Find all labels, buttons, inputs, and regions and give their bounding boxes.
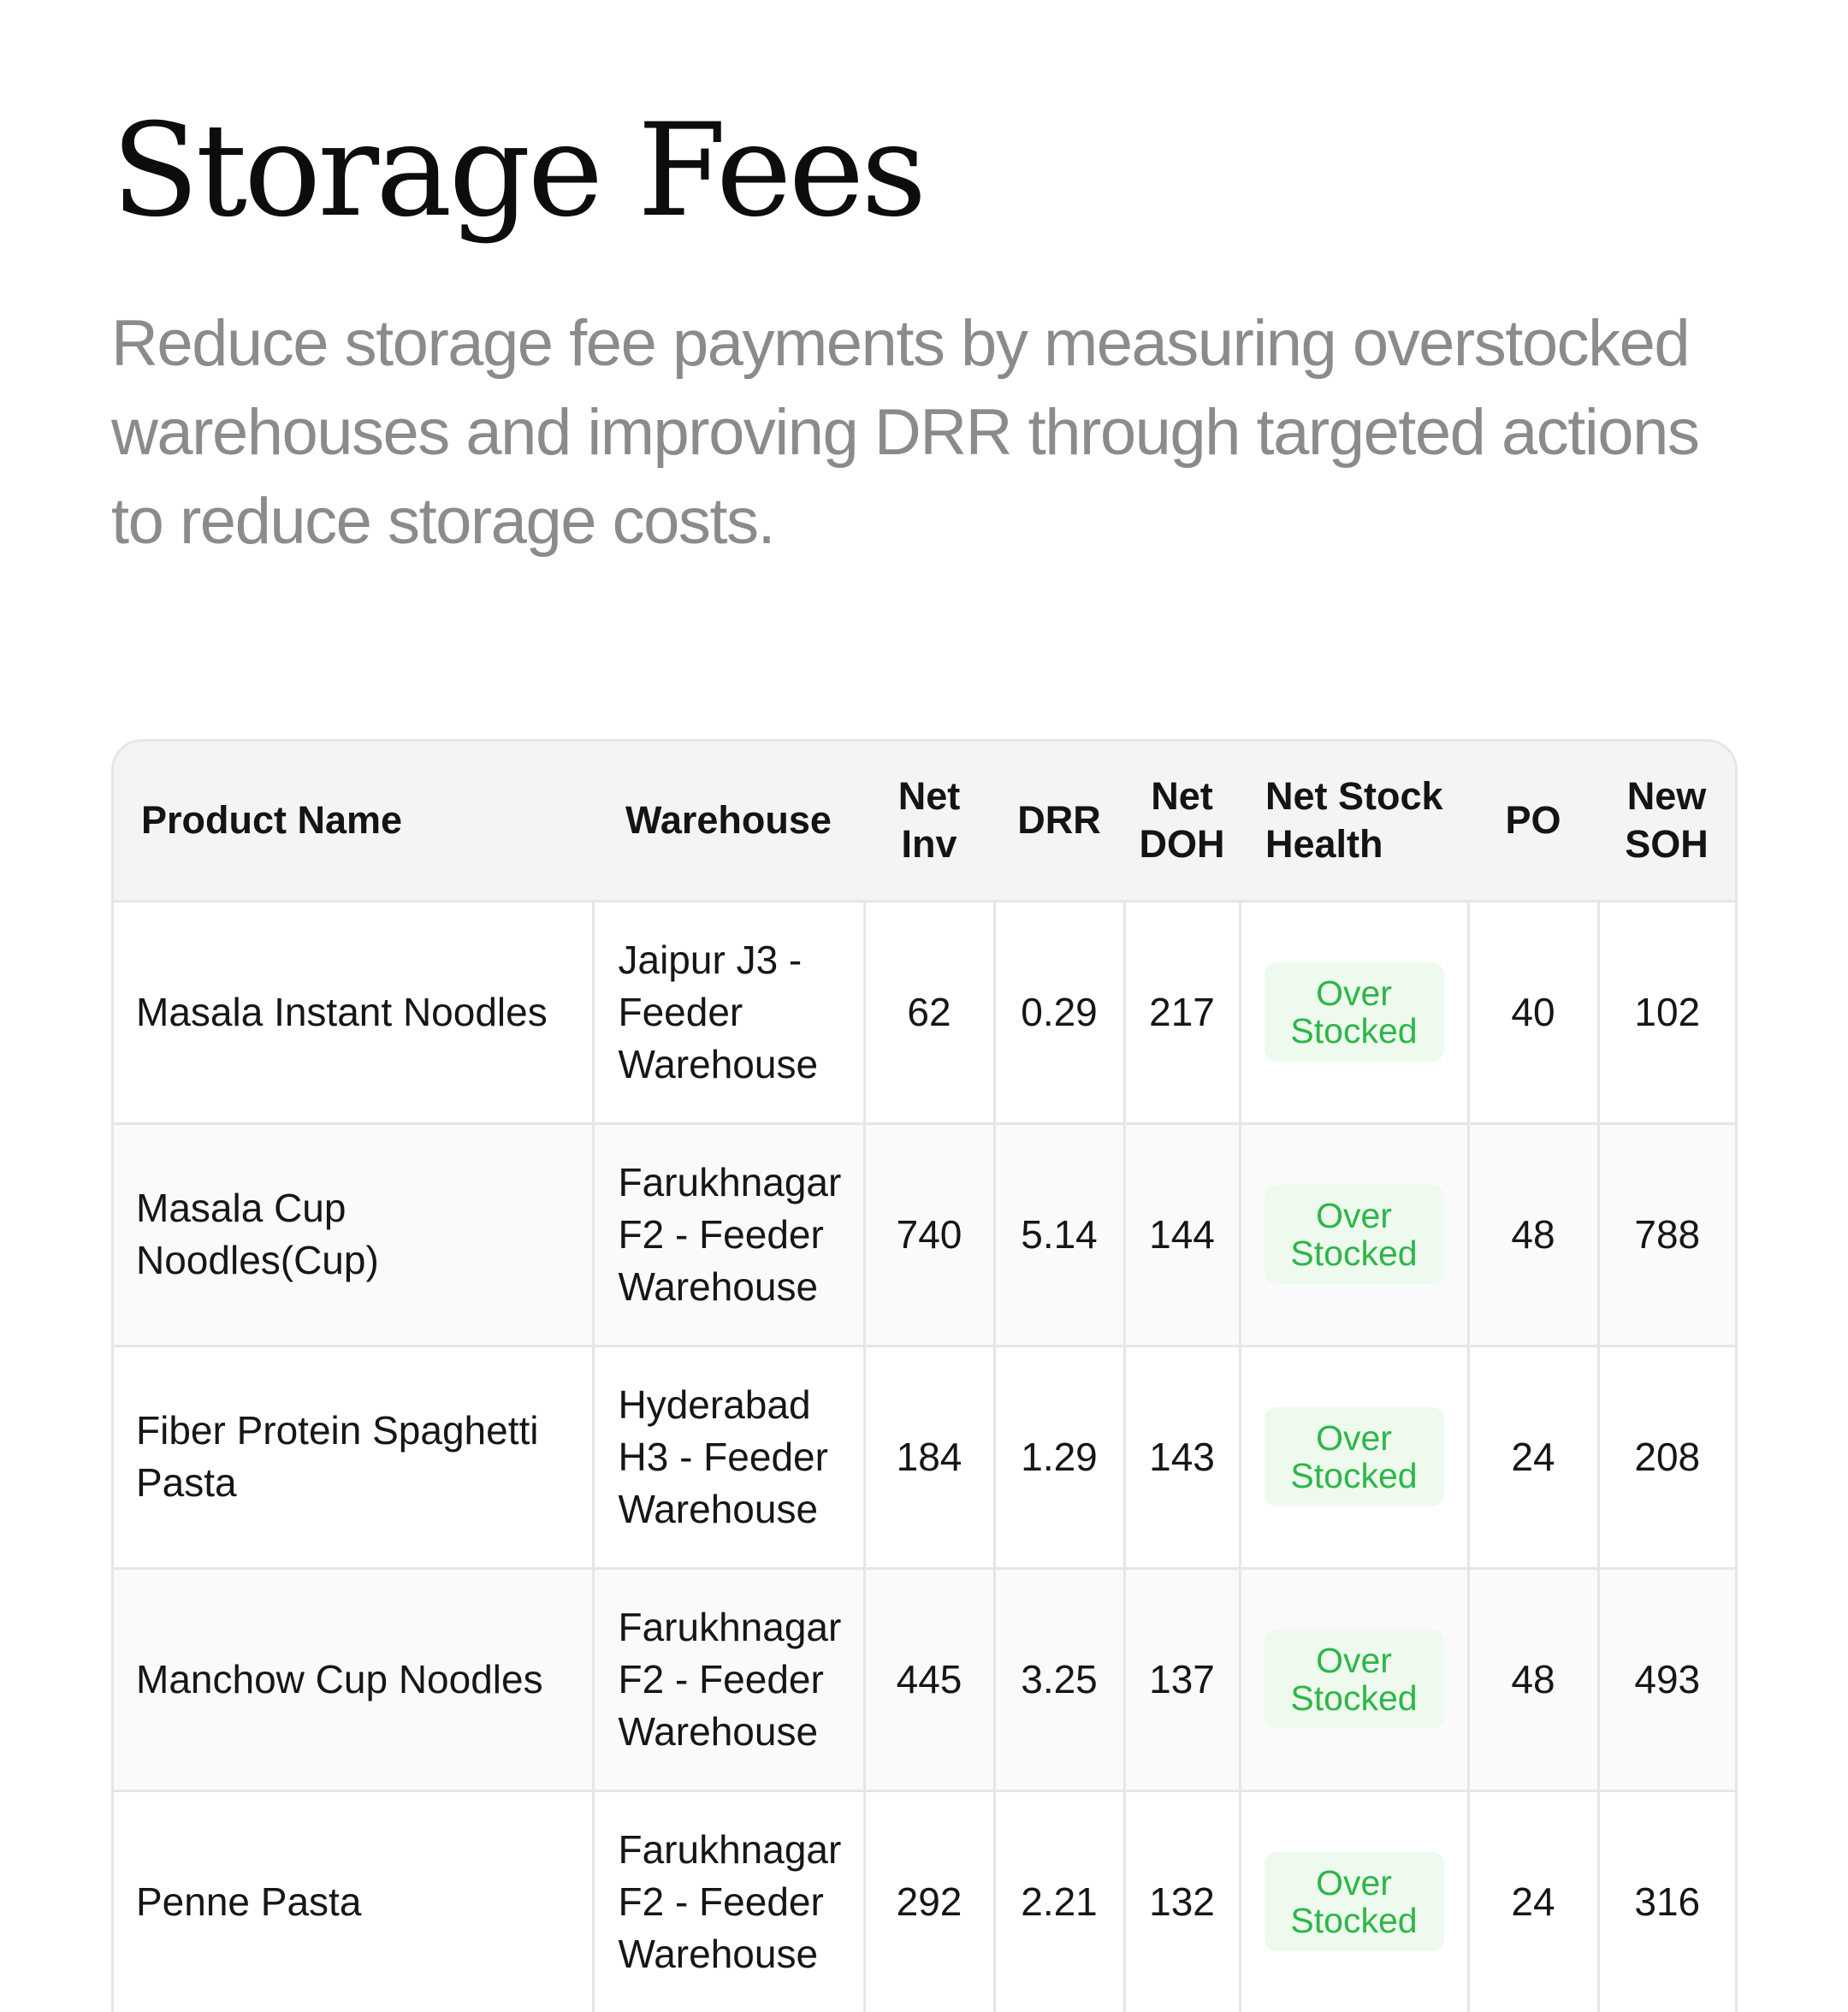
cell-net-inv: 62	[864, 901, 996, 1125]
cell-drr: 5.14	[994, 1123, 1126, 1347]
table-row: Penne Pasta Farukhnagar F2 - Feeder Ware…	[114, 1790, 1735, 2012]
cell-po: 48	[1468, 1568, 1600, 1792]
cell-warehouse: Hyderabad H3 - Feeder Warehouse	[593, 1346, 866, 1570]
cell-new-soh: 316	[1598, 1790, 1735, 2012]
status-badge: Over Stocked	[1264, 1185, 1444, 1284]
column-header-net-inv[interactable]: Net Inv	[864, 742, 994, 902]
cell-warehouse: Farukhnagar F2 - Feeder Warehouse	[593, 1568, 866, 1792]
cell-po: 24	[1468, 1346, 1600, 1570]
status-badge: Over Stocked	[1264, 1852, 1444, 1951]
column-header-product-name[interactable]: Product Name	[114, 742, 593, 902]
cell-net-doh: 217	[1124, 901, 1241, 1125]
cell-net-inv: 292	[864, 1790, 996, 2012]
cell-new-soh: 788	[1598, 1123, 1735, 1347]
page-subtitle: Reduce storage fee payments by measuring…	[111, 307, 1700, 558]
cell-po: 40	[1468, 901, 1600, 1125]
table-row: Masala Cup Noodles(Cup) Farukhnagar F2 -…	[114, 1123, 1735, 1347]
status-badge: Over Stocked	[1264, 1407, 1444, 1506]
table-row: Fiber Protein Spaghetti Pasta Hyderabad …	[114, 1346, 1735, 1570]
cell-warehouse: Jaipur J3 - Feeder Warehouse	[593, 901, 866, 1125]
cell-warehouse: Farukhnagar F2 - Feeder Warehouse	[593, 1123, 866, 1347]
cell-product-name: Manchow Cup Noodles	[114, 1568, 595, 1792]
cell-net-doh: 144	[1124, 1123, 1241, 1347]
cell-net-inv: 445	[864, 1568, 996, 1792]
status-badge: Over Stocked	[1264, 1630, 1444, 1729]
column-header-new-soh[interactable]: New SOH	[1598, 742, 1735, 902]
cell-net-stock-health: Over Stocked	[1240, 901, 1470, 1125]
column-header-drr[interactable]: DRR	[994, 742, 1124, 902]
cell-new-soh: 208	[1598, 1346, 1735, 1570]
cell-net-stock-health: Over Stocked	[1240, 1123, 1470, 1347]
cell-drr: 3.25	[994, 1568, 1126, 1792]
cell-new-soh: 493	[1598, 1568, 1735, 1792]
page-title: Storage Fees	[111, 97, 927, 246]
storage-fees-table-card: Product Name Warehouse Net Inv DRR Net D…	[111, 739, 1738, 2012]
cell-po: 24	[1468, 1790, 1600, 2012]
status-badge: Over Stocked	[1264, 962, 1444, 1062]
cell-product-name: Penne Pasta	[114, 1790, 595, 2012]
cell-warehouse: Farukhnagar F2 - Feeder Warehouse	[593, 1790, 866, 2012]
cell-net-doh: 132	[1124, 1790, 1241, 2012]
cell-drr: 1.29	[994, 1346, 1126, 1570]
storage-fees-table: Product Name Warehouse Net Inv DRR Net D…	[114, 742, 1735, 2012]
table-row: Masala Instant Noodles Jaipur J3 - Feede…	[114, 901, 1735, 1125]
cell-net-doh: 137	[1124, 1568, 1241, 1792]
cell-net-stock-health: Over Stocked	[1240, 1790, 1470, 2012]
cell-new-soh: 102	[1598, 901, 1735, 1125]
cell-net-stock-health: Over Stocked	[1240, 1346, 1470, 1570]
column-header-net-doh[interactable]: Net DOH	[1124, 742, 1240, 902]
table-header-row: Product Name Warehouse Net Inv DRR Net D…	[114, 742, 1735, 902]
cell-net-doh: 143	[1124, 1346, 1241, 1570]
cell-product-name: Masala Instant Noodles	[114, 901, 595, 1125]
table-row: Manchow Cup Noodles Farukhnagar F2 - Fee…	[114, 1568, 1735, 1792]
cell-net-inv: 184	[864, 1346, 996, 1570]
column-header-warehouse[interactable]: Warehouse	[593, 742, 864, 902]
cell-drr: 0.29	[994, 901, 1126, 1125]
cell-product-name: Masala Cup Noodles(Cup)	[114, 1123, 595, 1347]
cell-po: 48	[1468, 1123, 1600, 1347]
cell-drr: 2.21	[994, 1790, 1126, 2012]
column-header-net-stock-health[interactable]: Net Stock Health	[1240, 742, 1468, 902]
cell-product-name: Fiber Protein Spaghetti Pasta	[114, 1346, 595, 1570]
column-header-po[interactable]: PO	[1468, 742, 1598, 902]
cell-net-inv: 740	[864, 1123, 996, 1347]
cell-net-stock-health: Over Stocked	[1240, 1568, 1470, 1792]
